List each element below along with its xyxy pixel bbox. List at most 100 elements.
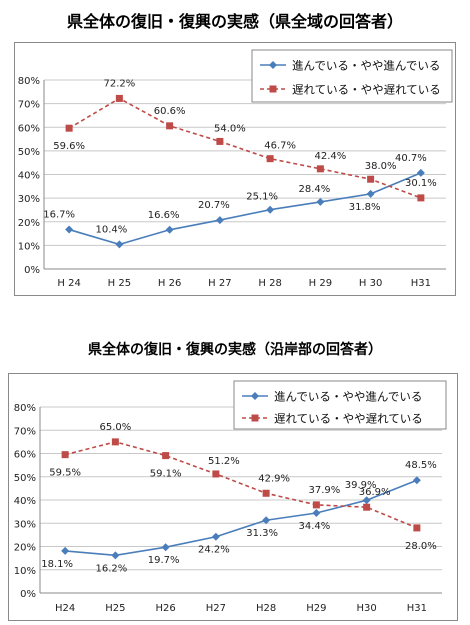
data-point: [162, 452, 170, 460]
data-point: [165, 225, 174, 234]
x-tick-label: H30: [357, 603, 377, 614]
data-label: 38.0%: [365, 161, 397, 172]
x-tick-label: H24: [55, 603, 75, 614]
data-label: 59.6%: [53, 141, 85, 152]
data-label: 46.7%: [264, 141, 296, 152]
data-point: [161, 543, 170, 552]
y-tick-label: 40%: [14, 496, 36, 507]
y-tick-label: 80%: [18, 76, 40, 87]
data-label: 42.9%: [258, 473, 290, 484]
data-label: 42.4%: [314, 151, 346, 162]
data-label: 40.7%: [395, 153, 427, 164]
legend-box: [233, 380, 447, 430]
x-tick-label: H29: [306, 603, 326, 614]
data-label: 19.7%: [148, 555, 180, 566]
x-tick-label: H 27: [208, 278, 231, 289]
data-point: [266, 155, 274, 163]
legend-box: [251, 49, 453, 103]
data-point: [211, 532, 220, 541]
data-point: [61, 546, 70, 555]
series-line: [68, 97, 422, 199]
data-label: 24.2%: [198, 545, 230, 556]
data-point: [111, 551, 120, 560]
series-progressing: [65, 168, 425, 249]
y-tick-label: 30%: [18, 194, 40, 205]
x-tick-label: H 30: [359, 278, 382, 289]
x-tick-label: H 25: [108, 278, 131, 289]
x-tick-label: H26: [156, 603, 176, 614]
data-point: [166, 122, 174, 130]
x-tick-label: H31: [407, 603, 427, 614]
data-point: [216, 137, 224, 145]
line-chart-coastal: 0% 10% 20% 30% 40% 50% 60% 70% 80% H24 H25 H26 H27 H2…: [8, 373, 458, 621]
data-point: [416, 168, 425, 177]
y-tick-label: 10%: [18, 241, 40, 252]
y-tick-label: 30%: [14, 519, 36, 530]
data-label: 51.2%: [208, 456, 240, 467]
data-label: 72.2%: [103, 78, 135, 89]
x-tick-label: H31: [411, 278, 431, 289]
x-tick-label: H25: [105, 603, 125, 614]
data-label: 36.9%: [359, 487, 391, 498]
legend-marker: [251, 414, 259, 422]
data-point: [262, 489, 270, 497]
data-point: [65, 124, 73, 132]
y-tick-label: 40%: [18, 171, 40, 182]
data-label: 20.7%: [198, 200, 230, 211]
data-label: 54.0%: [214, 123, 246, 134]
data-label: 18.1%: [41, 559, 73, 570]
data-label: 31.8%: [349, 202, 381, 213]
data-point: [312, 501, 320, 509]
data-point: [262, 516, 271, 525]
data-label: 37.9%: [308, 485, 340, 496]
data-point: [316, 197, 325, 206]
series-line: [64, 441, 418, 529]
series-progressing: [61, 476, 421, 560]
data-label: 16.7%: [43, 210, 75, 221]
data-label: 30.1%: [405, 178, 437, 189]
legend-marker: [269, 85, 277, 93]
data-point: [312, 509, 321, 518]
data-label: 28.4%: [298, 184, 330, 195]
chart-title-prefecture-wide: 県全体の復旧・復興の実感（県全域の回答者）: [66, 12, 403, 31]
x-tick-label: H 24: [57, 278, 80, 289]
y-tick-label: 10%: [14, 566, 36, 577]
data-point: [61, 451, 69, 459]
y-tick-label: 50%: [14, 473, 36, 484]
legend-entry-label: 進んでいる・やや進んでいる: [292, 59, 440, 73]
data-label: 16.6%: [148, 210, 180, 221]
data-label: 39.9%: [345, 480, 377, 491]
legend-entry-label: 遅れている・やや遅れている: [292, 83, 441, 97]
data-label: 34.4%: [298, 521, 330, 532]
y-tick-label: 60%: [14, 450, 36, 461]
x-tick-label: H27: [206, 603, 226, 614]
data-label: 48.5%: [405, 460, 437, 471]
data-point: [266, 205, 275, 214]
y-tick-label: 0%: [24, 265, 40, 276]
y-tick-label: 20%: [18, 218, 40, 229]
legend-entry-label: 進んでいる・やや進んでいる: [274, 390, 422, 404]
data-label: 16.2%: [95, 563, 127, 574]
legend-entry-label: 遅れている・やや遅れている: [274, 412, 423, 426]
y-tick-label: 70%: [18, 100, 40, 111]
line-chart-prefecture-wide: 0% 10% 20% 30% 40% 50% 60% 70% 80% H 24 H 25 H 26 H …: [14, 42, 456, 296]
data-point: [316, 165, 324, 173]
data-label: 65.0%: [99, 422, 131, 433]
legend-marker: [251, 392, 259, 400]
y-tick-label: 50%: [18, 147, 40, 158]
data-point: [412, 476, 421, 485]
series-line: [65, 479, 418, 557]
y-tick-label: 0%: [20, 589, 36, 600]
data-label: 25.1%: [246, 192, 278, 203]
data-point: [65, 225, 74, 234]
data-point: [413, 524, 421, 532]
x-tick-label: H 26: [158, 278, 181, 289]
data-point: [363, 503, 371, 511]
y-tick-label: 70%: [14, 426, 36, 437]
series-delayed: [61, 438, 421, 532]
data-label: 59.1%: [150, 469, 182, 480]
data-label: 28.0%: [405, 541, 437, 552]
chart-panel-prefecture-wide: 0% 10% 20% 30% 40% 50% 60% 70% 80% H 24 H 25 H 26 H …: [14, 42, 456, 300]
